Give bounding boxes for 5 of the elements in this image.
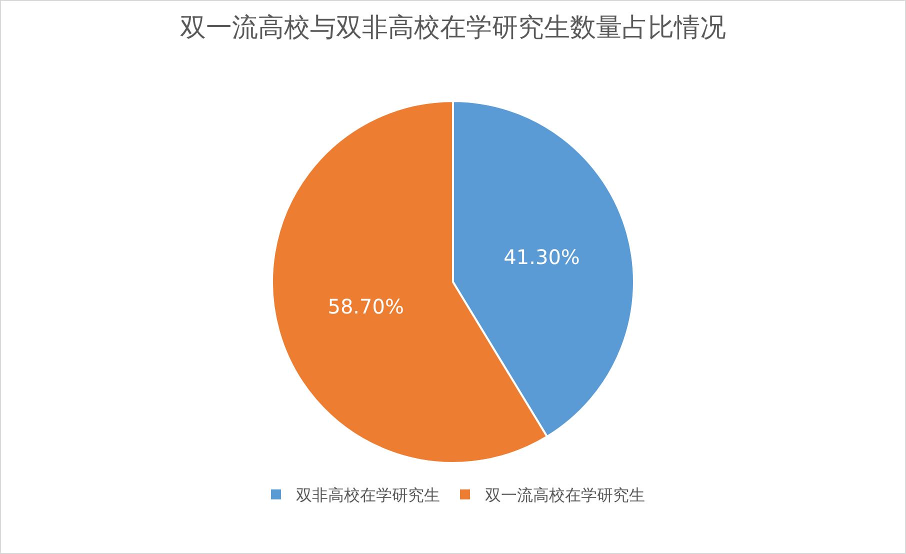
legend-label: 双一流高校在学研究生 bbox=[485, 486, 645, 505]
data-label: 58.70% bbox=[328, 294, 404, 318]
chart-title: 双一流高校与双非高校在学研究生数量占比情况 bbox=[180, 12, 726, 43]
legend-label: 双非高校在学研究生 bbox=[296, 486, 440, 505]
data-label: 41.30% bbox=[504, 245, 580, 270]
